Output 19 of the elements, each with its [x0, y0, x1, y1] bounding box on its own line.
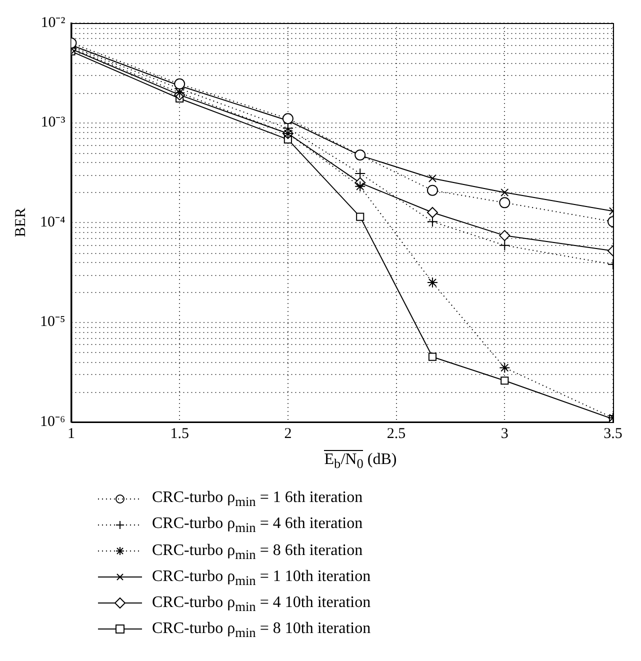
y-axis-title: BER	[12, 208, 29, 238]
x-axis-title: E$_{b}$/N$_{0}$ (dB)	[324, 450, 397, 474]
legend-label: CRC-turbo ρ$_{min}$ = 1 6th iteration	[152, 489, 363, 510]
legend-label: CRC-turbo ρ$_{min}$ = 1 10th iteration	[152, 568, 371, 588]
x-tick-label: 2	[284, 426, 292, 442]
x-tick-label: 1.5	[170, 426, 189, 442]
legend-label: CRC-turbo ρ$_{min}$ = 8 6th iteration	[152, 542, 363, 562]
y-tick-label: 10⁻²	[40, 14, 66, 31]
legend-label: CRC-turbo ρ$_{min}$ = 4 10th iteration	[152, 594, 371, 614]
y-tick-label: 10⁻³	[40, 114, 66, 131]
x-tick-label: 2.5	[386, 426, 406, 442]
y-tick-label: 10⁻⁵	[40, 314, 66, 330]
y-tick-label: 10⁻⁴	[40, 214, 66, 230]
x-tick-label: 1	[67, 426, 75, 442]
legend-label: CRC-turbo ρ$_{min}$ = 4 6th iteration	[152, 515, 363, 536]
x-tick-label: 3.5	[604, 426, 622, 442]
x-tick-label: 3	[500, 426, 508, 442]
legend-label: CRC-turbo ρ$_{min}$ = 8 10th iteration	[152, 620, 371, 640]
y-tick-label: 10⁻⁶	[40, 414, 66, 430]
